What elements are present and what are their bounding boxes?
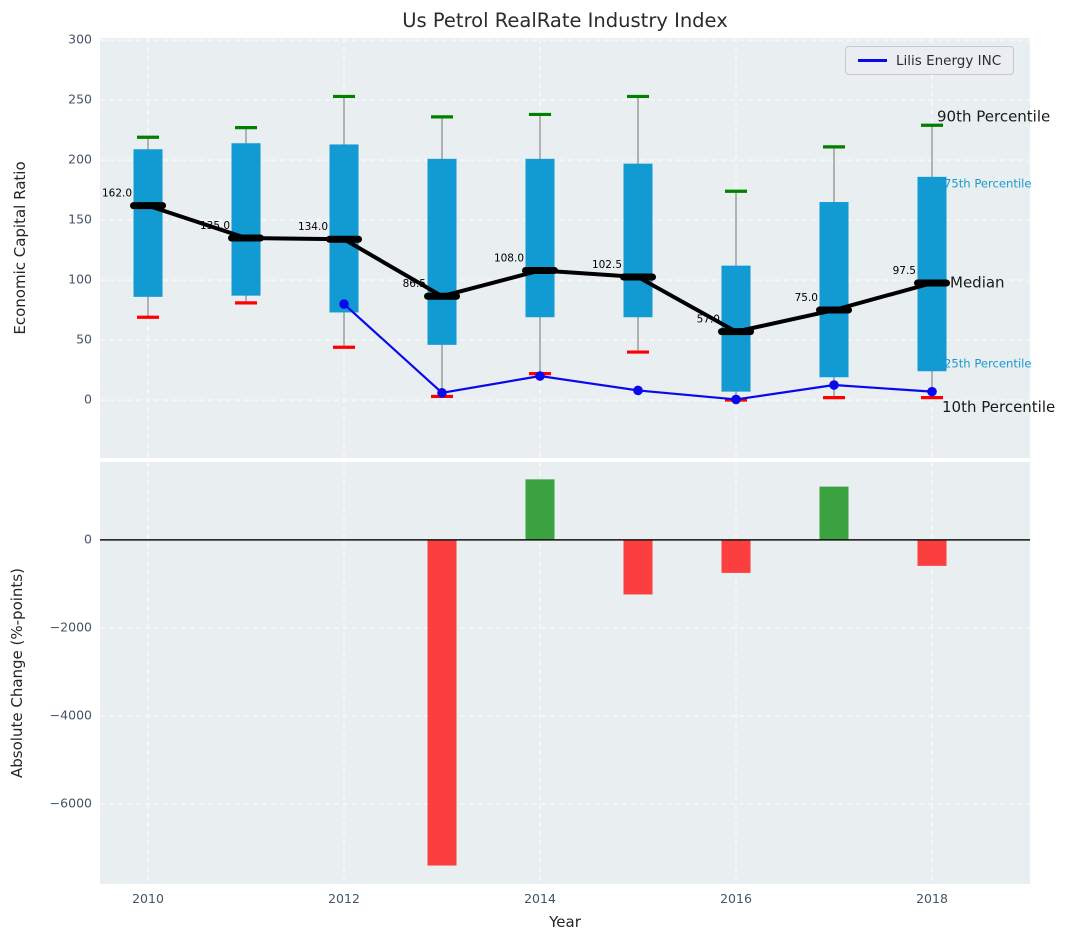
legend-label: Lilis Energy INC	[896, 52, 1002, 69]
y-tick-top-150: 150	[68, 212, 92, 227]
median-marker-2011	[228, 234, 265, 242]
median-value-label-2016: 57.0	[697, 314, 720, 326]
x-tick-2014: 2014	[524, 891, 556, 906]
annotation-10th-percentile: 10th Percentile	[942, 398, 1055, 416]
median-value-label-2015: 102.5	[592, 259, 622, 271]
annotation-75th-percentile: 75th Percentile	[944, 176, 1032, 190]
x-axis-label: Year	[549, 913, 581, 931]
median-value-label-2012: 134.0	[298, 221, 328, 233]
x-tick-2012: 2012	[328, 891, 360, 906]
company-point-2012	[339, 299, 349, 309]
x-tick-2018: 2018	[916, 891, 948, 906]
iqr-box-2012	[329, 144, 359, 313]
median-marker-2016	[718, 328, 755, 336]
median-value-label-2014: 108.0	[494, 252, 524, 264]
annotation-90th-percentile: 90th Percentile	[937, 108, 1050, 126]
median-marker-2013	[424, 292, 461, 300]
x-tick-2016: 2016	[720, 891, 752, 906]
y-axis-label-top: Economic Capital Ratio	[11, 161, 29, 335]
y-tick-top-250: 250	[68, 92, 92, 107]
iqr-box-2018	[917, 176, 947, 372]
chart-title: Us Petrol RealRate Industry Index	[402, 9, 728, 32]
y-axis-label-bottom: Absolute Change (%-points)	[8, 568, 26, 778]
median-marker-2012	[326, 235, 363, 243]
iqr-box-2011	[231, 143, 261, 296]
change-bar-2014	[525, 479, 555, 540]
y-tick-top-50: 50	[76, 332, 92, 347]
company-point-2017	[829, 380, 839, 390]
median-value-label-2018: 97.5	[893, 265, 916, 277]
change-bar-2017	[819, 486, 849, 540]
bottom-axes-background	[100, 462, 1030, 884]
y-tick-bottom-0: 0	[84, 531, 92, 546]
iqr-box-2014	[525, 158, 555, 318]
median-value-label-2011: 135.0	[200, 220, 230, 232]
legend-line-sample	[858, 59, 887, 62]
median-value-label-2017: 75.0	[795, 292, 818, 304]
iqr-box-2013	[427, 158, 457, 345]
median-marker-2015	[620, 273, 657, 281]
y-tick-top-300: 300	[68, 32, 92, 47]
iqr-box-2017	[819, 202, 849, 378]
median-marker-2018	[914, 279, 951, 287]
y-tick-top-0: 0	[84, 392, 92, 407]
change-bar-2015	[623, 539, 653, 595]
y-tick-bottom--2000: −2000	[50, 619, 92, 634]
change-bar-2016	[721, 539, 751, 573]
x-tick-2010: 2010	[132, 891, 164, 906]
y-tick-bottom--4000: −4000	[50, 707, 92, 722]
company-point-2018	[927, 386, 937, 397]
median-marker-2017	[816, 306, 853, 314]
company-point-2014	[535, 371, 545, 381]
y-tick-top-200: 200	[68, 152, 92, 167]
change-bar-2018	[917, 539, 947, 566]
y-tick-top-100: 100	[68, 272, 92, 287]
annotation-25th-percentile: 25th Percentile	[944, 357, 1032, 371]
iqr-box-2010	[133, 149, 163, 297]
change-bar-2013	[427, 539, 457, 866]
median-value-label-2010: 162.0	[102, 188, 132, 200]
legend-box: Lilis Energy INC	[845, 46, 1015, 75]
company-point-2015	[633, 385, 643, 396]
iqr-box-2015	[623, 163, 653, 318]
company-point-2013	[437, 388, 447, 398]
annotation-median: Median	[950, 274, 1005, 292]
company-point-2016	[731, 394, 741, 405]
y-tick-bottom--6000: −6000	[50, 795, 92, 810]
median-value-label-2013: 86.5	[403, 278, 426, 290]
median-marker-2010	[130, 202, 167, 210]
median-marker-2014	[522, 266, 559, 274]
